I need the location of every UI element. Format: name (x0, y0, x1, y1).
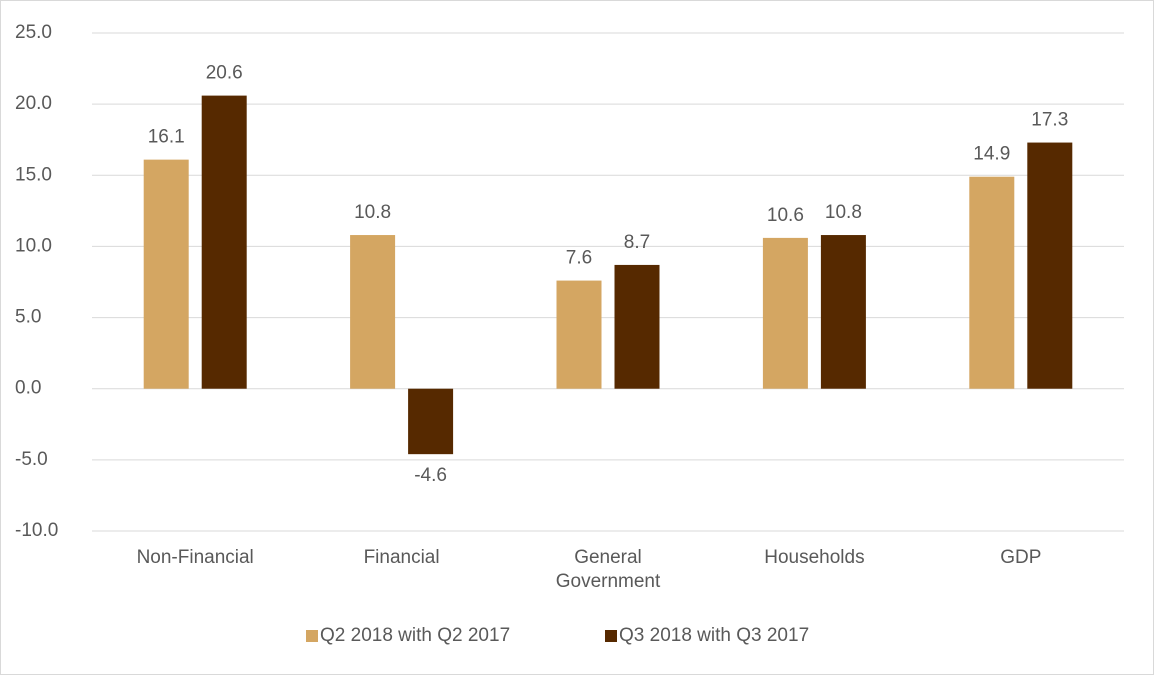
bar (350, 235, 396, 389)
y-tick-label: 10.0 (15, 235, 52, 256)
bar (969, 176, 1015, 389)
legend-label: Q2 2018 with Q2 2017 (320, 625, 510, 646)
bar (143, 159, 189, 389)
x-tick-label: General Government (555, 547, 661, 592)
data-label: 8.7 (624, 232, 650, 253)
data-label: 7.6 (566, 248, 592, 269)
y-tick-label: 0.0 (15, 378, 41, 399)
data-label: 17.3 (1031, 110, 1068, 131)
y-tick-label: -5.0 (15, 449, 48, 470)
data-label: 10.8 (354, 202, 391, 223)
bar (201, 95, 247, 389)
bar (820, 235, 866, 389)
y-tick-label: 20.0 (15, 93, 52, 114)
data-label: 10.8 (825, 202, 862, 223)
bar (1027, 142, 1073, 389)
data-label: 20.6 (206, 63, 243, 84)
bar (762, 237, 808, 389)
y-tick-label: 25.0 (15, 22, 52, 43)
x-tick-label: GDP (1000, 547, 1042, 568)
x-tick-label: Financial (363, 547, 440, 568)
y-tick-label: -10.0 (15, 520, 58, 541)
data-label: -4.6 (414, 465, 447, 486)
bar (556, 280, 602, 389)
legend-swatch (306, 630, 318, 642)
x-tick-label: Non-Financial (136, 547, 254, 568)
legend-label: Q3 2018 with Q3 2017 (619, 625, 809, 646)
data-label: 16.1 (148, 127, 185, 148)
bar (614, 264, 660, 389)
bar (408, 388, 454, 455)
x-tick-label: Households (764, 547, 865, 568)
y-tick-label: 5.0 (15, 307, 41, 328)
data-label: 14.9 (973, 144, 1010, 165)
legend-swatch (605, 630, 617, 642)
y-tick-label: 15.0 (15, 164, 52, 185)
data-label: 10.6 (767, 205, 804, 226)
